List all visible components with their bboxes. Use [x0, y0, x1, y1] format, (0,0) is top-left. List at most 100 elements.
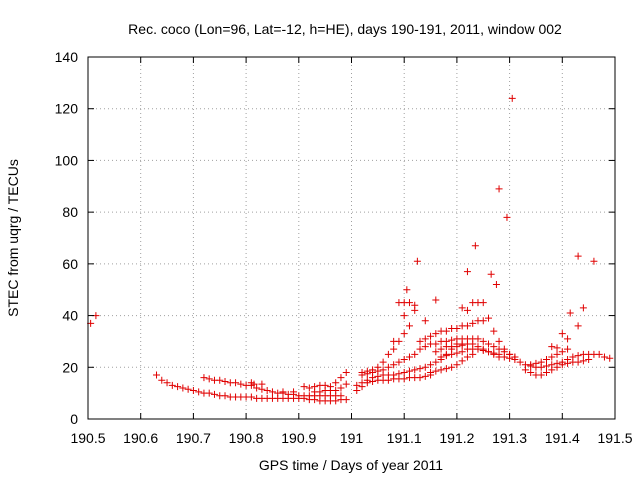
data-point [506, 354, 514, 362]
data-point [432, 358, 440, 366]
data-point [532, 359, 540, 367]
data-point [469, 319, 477, 327]
data-point [564, 345, 572, 353]
data-point [179, 384, 187, 392]
data-point [479, 317, 487, 325]
data-point [542, 362, 550, 370]
x-tick-label: 191.3 [492, 430, 527, 446]
data-point [205, 389, 213, 397]
x-tick-label: 191.4 [545, 430, 580, 446]
data-point [548, 366, 556, 374]
data-point [405, 367, 413, 375]
data-point [374, 367, 382, 375]
data-point [471, 242, 479, 250]
y-tick-label: 20 [62, 359, 78, 375]
data-point [416, 374, 424, 382]
data-point [205, 375, 213, 383]
data-point [553, 344, 561, 352]
data-point [511, 356, 519, 364]
data-point [485, 314, 493, 322]
x-tick-labels: 190.5 190.6 190.7 190.8 190.9 191 191.1 191.2 19… [70, 430, 632, 446]
data-point [421, 372, 429, 380]
data-point [168, 381, 176, 389]
data-point [485, 340, 493, 348]
y-axis-label: STEC from uqrg / TECUs [5, 159, 21, 317]
data-point [474, 335, 482, 343]
data-point [600, 353, 608, 361]
data-point [469, 350, 477, 358]
data-point [332, 387, 340, 395]
data-point [448, 336, 456, 344]
data-point [432, 367, 440, 375]
data-point [305, 384, 313, 392]
data-point [279, 388, 287, 396]
data-point [421, 335, 429, 343]
data-point [448, 343, 456, 351]
data-point [427, 361, 435, 369]
data-point [400, 330, 408, 338]
data-point [437, 366, 445, 374]
data-point [558, 348, 566, 356]
data-point [384, 350, 392, 358]
data-point [427, 332, 435, 340]
data-point [574, 358, 582, 366]
data-point [174, 383, 182, 391]
x-tick-label: 190.6 [123, 430, 158, 446]
data-point [332, 379, 340, 387]
y-tick-label: 80 [62, 204, 78, 220]
y-tick-label: 140 [55, 49, 79, 65]
data-point [558, 330, 566, 338]
data-point [416, 345, 424, 353]
data-point [442, 365, 450, 373]
data-point [232, 379, 240, 387]
data-point [432, 340, 440, 348]
data-point [200, 374, 208, 382]
data-point [508, 94, 516, 102]
grid-lines [88, 57, 615, 419]
data-point [221, 378, 229, 386]
data-point [216, 376, 224, 384]
data-point [358, 371, 366, 379]
data-point [521, 366, 529, 374]
data-point [579, 304, 587, 312]
data-point [558, 361, 566, 369]
data-point [479, 299, 487, 307]
data-point [479, 337, 487, 345]
data-point [432, 330, 440, 338]
data-point [390, 361, 398, 369]
data-point [453, 325, 461, 332]
data-point [342, 368, 350, 376]
data-point [400, 356, 408, 364]
data-point [463, 353, 471, 361]
x-tick-label: 190.7 [176, 430, 211, 446]
data-point [553, 363, 561, 371]
data-point [453, 361, 461, 369]
y-tick-label: 100 [55, 152, 79, 168]
data-point [495, 185, 503, 193]
data-point [579, 357, 587, 365]
data-point [332, 397, 340, 405]
y-tick-label: 120 [55, 101, 79, 117]
data-point [403, 286, 411, 294]
data-point [448, 363, 456, 371]
data-point [247, 393, 255, 401]
data-point [537, 371, 545, 379]
y-tick-labels: 0 20 40 60 80 100 120 140 [55, 49, 79, 427]
data-point [590, 257, 598, 265]
data-point [247, 379, 255, 387]
data-point [566, 309, 574, 317]
data-point [379, 358, 387, 366]
data-point [490, 350, 498, 358]
y-tick-label: 40 [62, 308, 78, 324]
data-point [342, 380, 350, 388]
data-point [458, 357, 466, 365]
data-point [421, 317, 429, 325]
data-point [574, 322, 582, 330]
data-point [490, 343, 498, 351]
data-point [479, 346, 487, 354]
data-point [574, 252, 582, 260]
x-tick-label: 191.2 [439, 430, 474, 446]
data-point [390, 345, 398, 353]
data-point [495, 337, 503, 345]
data-point [221, 392, 229, 400]
